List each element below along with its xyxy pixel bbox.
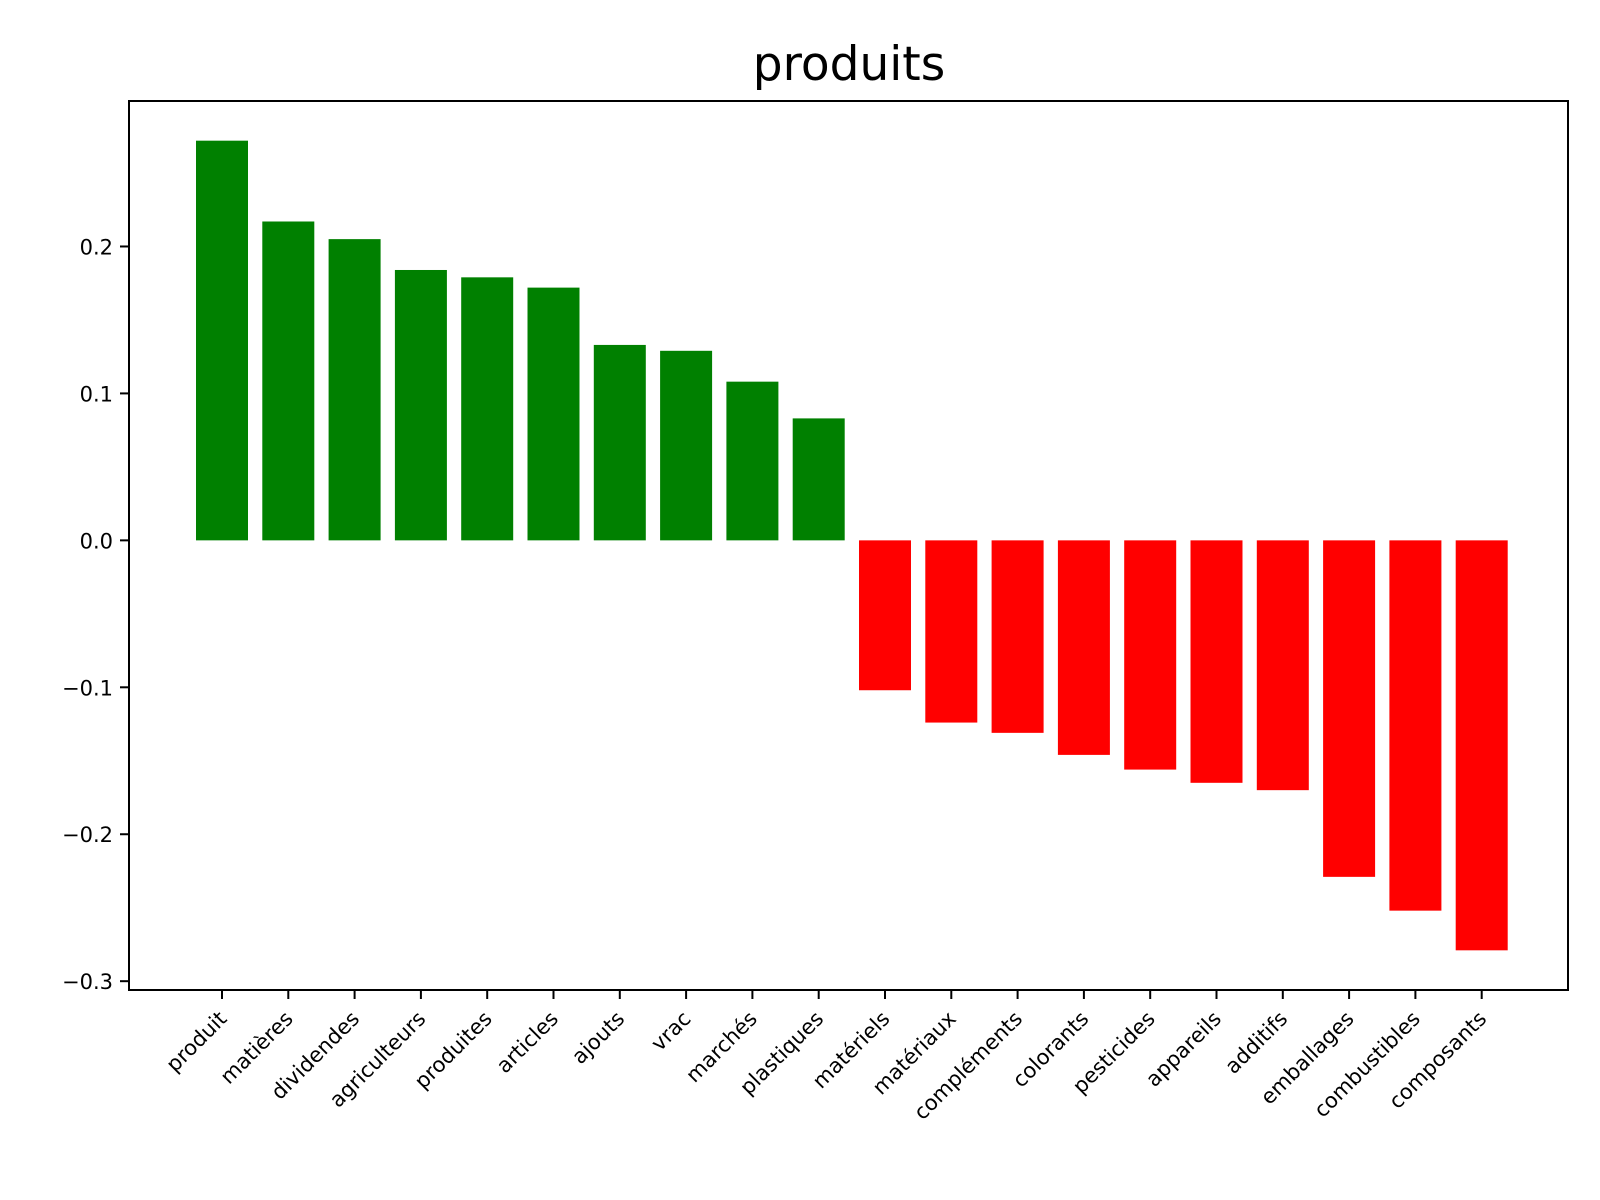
plot-frame: [128, 100, 1569, 991]
x-tick-label: articles: [492, 1007, 563, 1078]
bar-ajouts: [593, 344, 646, 541]
x-tick-label: vrac: [647, 1007, 696, 1056]
bar-materiels: [859, 540, 911, 691]
bar-materiaux: [925, 540, 978, 723]
bar-combustibles: [1389, 540, 1442, 911]
bar-composants: [1455, 540, 1508, 951]
chart-title: produits: [753, 37, 945, 92]
bar-produites: [461, 277, 514, 541]
x-axis: produitmatièresdividendesagriculteurspro…: [161, 990, 1491, 1125]
y-tick-label: 0.2: [80, 235, 113, 259]
bar-colorants: [1057, 540, 1110, 755]
x-tick-label: ajouts: [567, 1007, 629, 1069]
bar-articles: [527, 287, 580, 541]
bar-complements: [991, 540, 1044, 733]
bar-plastiques: [792, 418, 845, 541]
y-tick-label: −0.2: [62, 823, 113, 847]
y-tick-label: −0.3: [62, 970, 113, 994]
y-axis: −0.3 −0.2 −0.1 0.0 0.1 0.2: [62, 235, 129, 994]
bar-pesticides: [1124, 540, 1177, 770]
bar-additifs: [1256, 540, 1309, 791]
y-tick-label: 0.1: [80, 382, 113, 406]
y-tick-label: −0.1: [62, 676, 113, 700]
y-tick-label: 0.0: [80, 529, 113, 553]
bar-marches: [726, 381, 779, 541]
bar-agriculteurs: [394, 269, 447, 541]
bars-group: [196, 140, 1508, 951]
bar-dividendes: [328, 239, 381, 541]
bar-produit: [196, 140, 248, 541]
bar-vrac: [660, 350, 713, 541]
bar-emballages: [1323, 540, 1376, 877]
bar-appareils: [1190, 540, 1243, 783]
bar-matieres: [262, 221, 315, 541]
